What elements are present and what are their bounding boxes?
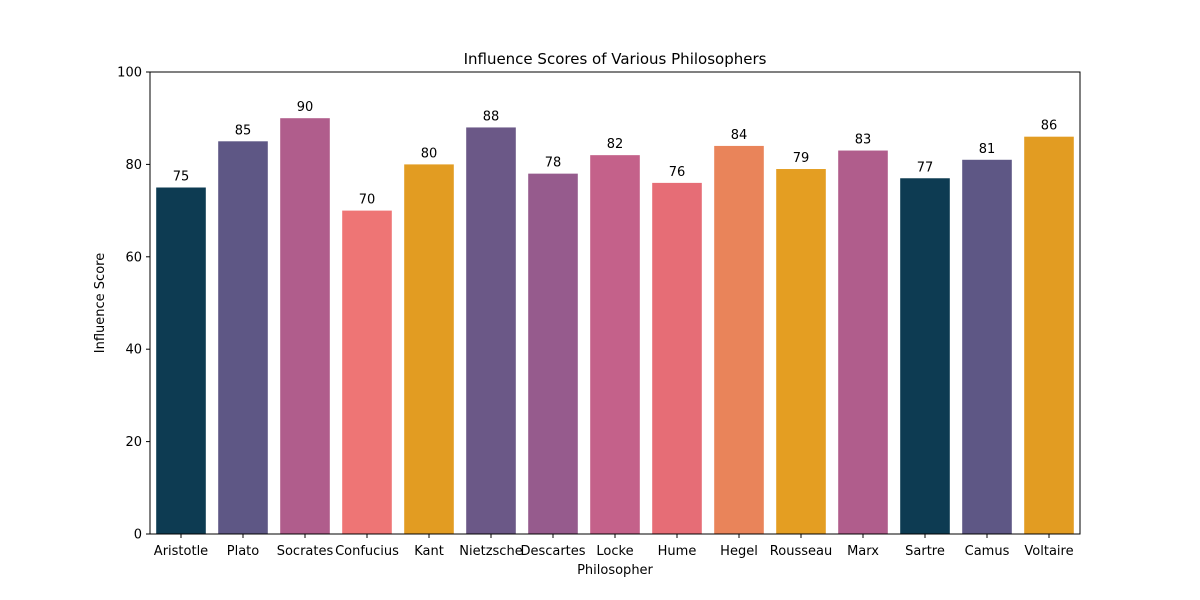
bar-value-label: 75 xyxy=(173,170,190,185)
bar-value-label: 76 xyxy=(669,165,686,180)
bar-rousseau xyxy=(776,169,826,534)
x-tick-label: Marx xyxy=(847,544,879,559)
bar-hegel xyxy=(714,145,764,535)
y-axis-label: Influence Score xyxy=(93,253,108,353)
bar-sartre xyxy=(900,178,950,534)
x-tick-label: Plato xyxy=(227,544,260,559)
bar-value-label: 79 xyxy=(793,151,810,166)
y-tick-label: 40 xyxy=(125,343,142,358)
bar-value-label: 78 xyxy=(545,156,562,171)
bar-value-label: 86 xyxy=(1041,119,1058,134)
bar-value-label: 82 xyxy=(607,137,624,152)
bar-hume xyxy=(652,182,702,534)
bar-value-label: 81 xyxy=(979,142,996,157)
x-tick-label: Locke xyxy=(596,544,633,559)
bar-value-label: 80 xyxy=(421,146,438,161)
bar-value-label: 70 xyxy=(359,193,376,208)
bar-kant xyxy=(404,164,454,534)
bar-value-label: 85 xyxy=(235,123,252,138)
y-tick-label: 0 xyxy=(134,528,142,543)
y-tick-label: 100 xyxy=(117,66,142,81)
x-tick-label: Rousseau xyxy=(770,544,832,559)
bar-aristotle xyxy=(156,187,206,534)
x-tick-label: Aristotle xyxy=(154,544,208,559)
bar-descartes xyxy=(528,173,578,534)
y-tick-label: 80 xyxy=(125,158,142,173)
bar-confucius xyxy=(342,210,392,534)
y-axis: 0 20 40 60 80 100 xyxy=(117,66,150,543)
y-tick-label: 60 xyxy=(125,250,142,265)
x-tick-label: Hume xyxy=(658,544,697,559)
x-tick-label: Camus xyxy=(965,544,1010,559)
bar-plato xyxy=(218,141,268,535)
bars-group xyxy=(156,118,1074,535)
x-axis-label: Philosopher xyxy=(577,563,653,578)
x-tick-label: Sartre xyxy=(905,544,945,559)
chart-title: Influence Scores of Various Philosophers xyxy=(464,50,767,68)
bar-value-label: 90 xyxy=(297,100,314,115)
y-tick-label: 20 xyxy=(125,435,142,450)
bar-value-label: 88 xyxy=(483,109,500,124)
bar-value-label: 83 xyxy=(855,133,872,148)
x-tick-label: Voltaire xyxy=(1024,544,1073,559)
x-tick-label: Confucius xyxy=(335,544,399,559)
bar-value-label: 84 xyxy=(731,128,748,143)
bar-voltaire xyxy=(1024,136,1074,534)
x-axis: Aristotle Plato Socrates Confucius Kant Nietz… xyxy=(154,534,1074,559)
x-tick-label: Descartes xyxy=(520,544,585,559)
bar-socrates xyxy=(280,118,330,534)
bar-marx xyxy=(838,150,888,535)
x-tick-label: Hegel xyxy=(720,544,758,559)
bar-locke xyxy=(590,155,640,534)
bar-value-label: 77 xyxy=(917,160,934,175)
bar-value-labels: 75 85 90 70 80 88 78 82 76 84 79 83 77 81 86 xyxy=(173,100,1058,207)
x-tick-label: Kant xyxy=(414,544,444,559)
plot-frame xyxy=(149,71,1081,535)
bar-camus xyxy=(962,159,1012,534)
x-tick-label: Nietzsche xyxy=(459,544,522,559)
x-tick-label: Socrates xyxy=(277,544,334,559)
bar-nietzsche xyxy=(466,127,516,534)
